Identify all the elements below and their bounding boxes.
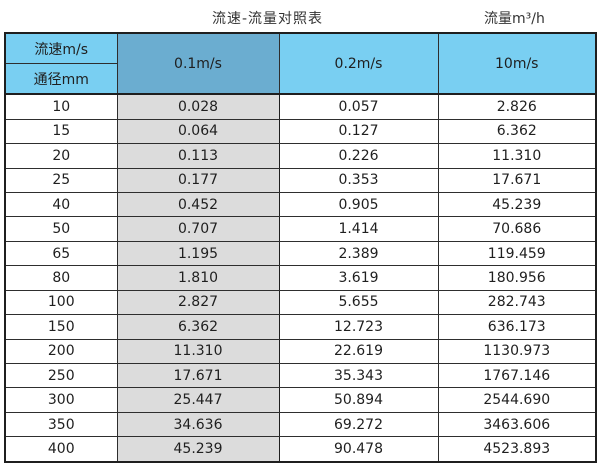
flow-value-cell: 4523.893 [437, 436, 597, 463]
table-row: 50 0.707 1.414 70.686 [4, 216, 597, 242]
table-row: 25 0.177 0.353 17.671 [4, 167, 597, 193]
diameter-cell: 100 [4, 289, 118, 316]
flow-value-cell: 11.310 [437, 143, 597, 169]
flow-value-cell: 0.127 [278, 118, 439, 145]
flow-value-cell: 45.239 [437, 191, 597, 218]
flow-value-cell: 0.452 [116, 191, 280, 218]
table-row: 350 34.636 69.272 3463.606 [4, 411, 597, 438]
flow-value-cell: 0.707 [116, 216, 280, 242]
table-row: 300 25.447 50.894 2544.690 [4, 387, 597, 413]
table-row: 100 2.827 5.655 282.743 [4, 289, 597, 316]
flow-value-cell: 282.743 [437, 289, 597, 316]
table-row: 40 0.452 0.905 45.239 [4, 191, 597, 218]
diameter-cell: 250 [4, 363, 118, 389]
table-row: 200 11.310 22.619 1130.973 [4, 338, 597, 365]
flow-value-cell: 6.362 [437, 118, 597, 145]
flow-value-cell: 0.028 [116, 93, 280, 120]
flow-value-cell: 50.894 [278, 387, 439, 413]
flow-rate-table: 流速m/s 0.1m/s 0.2m/s 10m/s 通径mm 10 0.028 0.… [4, 32, 597, 463]
flow-value-cell: 119.459 [437, 240, 597, 267]
flow-value-cell: 22.619 [278, 338, 439, 365]
flow-value-cell: 1.810 [116, 265, 280, 291]
header-row-top: 流速m/s 0.1m/s 0.2m/s 10m/s [4, 32, 597, 95]
column-header-10ms: 10m/s [437, 32, 597, 95]
flow-value-cell: 0.905 [278, 191, 439, 218]
table-header: 流速m/s 0.1m/s 0.2m/s 10m/s 通径mm [4, 32, 597, 95]
flow-value-cell: 45.239 [116, 436, 280, 463]
diameter-cell: 400 [4, 436, 118, 463]
flow-value-cell: 1.195 [116, 240, 280, 267]
flow-value-cell: 70.686 [437, 216, 597, 242]
table-row: 80 1.810 3.619 180.956 [4, 265, 597, 291]
flow-value-cell: 0.113 [116, 143, 280, 169]
corner-cell-velocity: 流速m/s [4, 32, 118, 64]
flow-value-cell: 25.447 [116, 387, 280, 413]
diameter-cell: 300 [4, 387, 118, 413]
flow-value-cell: 90.478 [278, 436, 439, 463]
flow-value-cell: 2544.690 [437, 387, 597, 413]
flow-value-cell: 3463.606 [437, 411, 597, 438]
flow-value-cell: 17.671 [437, 167, 597, 193]
flow-value-cell: 2.826 [437, 93, 597, 120]
column-header-0-2ms: 0.2m/s [278, 32, 439, 95]
diameter-cell: 50 [4, 216, 118, 242]
table-row: 10 0.028 0.057 2.826 [4, 93, 597, 120]
diameter-cell: 10 [4, 93, 118, 120]
diameter-cell: 25 [4, 167, 118, 193]
diameter-cell: 200 [4, 338, 118, 365]
flow-value-cell: 5.655 [278, 289, 439, 316]
diameter-cell: 20 [4, 143, 118, 169]
flow-value-cell: 6.362 [116, 314, 280, 340]
table-row: 150 6.362 12.723 636.173 [4, 314, 597, 340]
corner-cell-diameter: 通径mm [4, 63, 118, 95]
table-row: 20 0.113 0.226 11.310 [4, 143, 597, 169]
diameter-cell: 40 [4, 191, 118, 218]
flow-value-cell: 180.956 [437, 265, 597, 291]
flow-value-cell: 2.827 [116, 289, 280, 316]
table-row: 400 45.239 90.478 4523.893 [4, 436, 597, 463]
diameter-cell: 350 [4, 411, 118, 438]
flow-value-cell: 17.671 [116, 363, 280, 389]
flow-value-cell: 636.173 [437, 314, 597, 340]
flow-value-cell: 34.636 [116, 411, 280, 438]
flow-value-cell: 1130.973 [437, 338, 597, 365]
flow-value-cell: 0.064 [116, 118, 280, 145]
flow-value-cell: 3.619 [278, 265, 439, 291]
flow-unit-label: 流量m³/h [484, 11, 545, 27]
table-row: 15 0.064 0.127 6.362 [4, 118, 597, 145]
diameter-cell: 15 [4, 118, 118, 145]
table-row: 250 17.671 35.343 1767.146 [4, 363, 597, 389]
flow-value-cell: 0.353 [278, 167, 439, 193]
flow-value-cell: 2.389 [278, 240, 439, 267]
title-bar: 流速-流量对照表 流量m³/h [0, 0, 600, 32]
flow-value-cell: 0.177 [116, 167, 280, 193]
flow-value-cell: 35.343 [278, 363, 439, 389]
flow-value-cell: 1767.146 [437, 363, 597, 389]
flow-value-cell: 69.272 [278, 411, 439, 438]
diameter-cell: 80 [4, 265, 118, 291]
table-row: 65 1.195 2.389 119.459 [4, 240, 597, 267]
flow-value-cell: 0.057 [278, 93, 439, 120]
table-body: 10 0.028 0.057 2.826 15 0.064 0.127 6.362 20 0.11… [4, 93, 597, 463]
page-title: 流速-流量对照表 [212, 11, 324, 27]
flow-value-cell: 11.310 [116, 338, 280, 365]
flow-value-cell: 1.414 [278, 216, 439, 242]
flow-value-cell: 0.226 [278, 143, 439, 169]
flow-value-cell: 12.723 [278, 314, 439, 340]
header-row-bottom: 通径mm [4, 63, 596, 95]
diameter-cell: 65 [4, 240, 118, 267]
column-header-0-1ms: 0.1m/s [116, 32, 280, 95]
diameter-cell: 150 [4, 314, 118, 340]
